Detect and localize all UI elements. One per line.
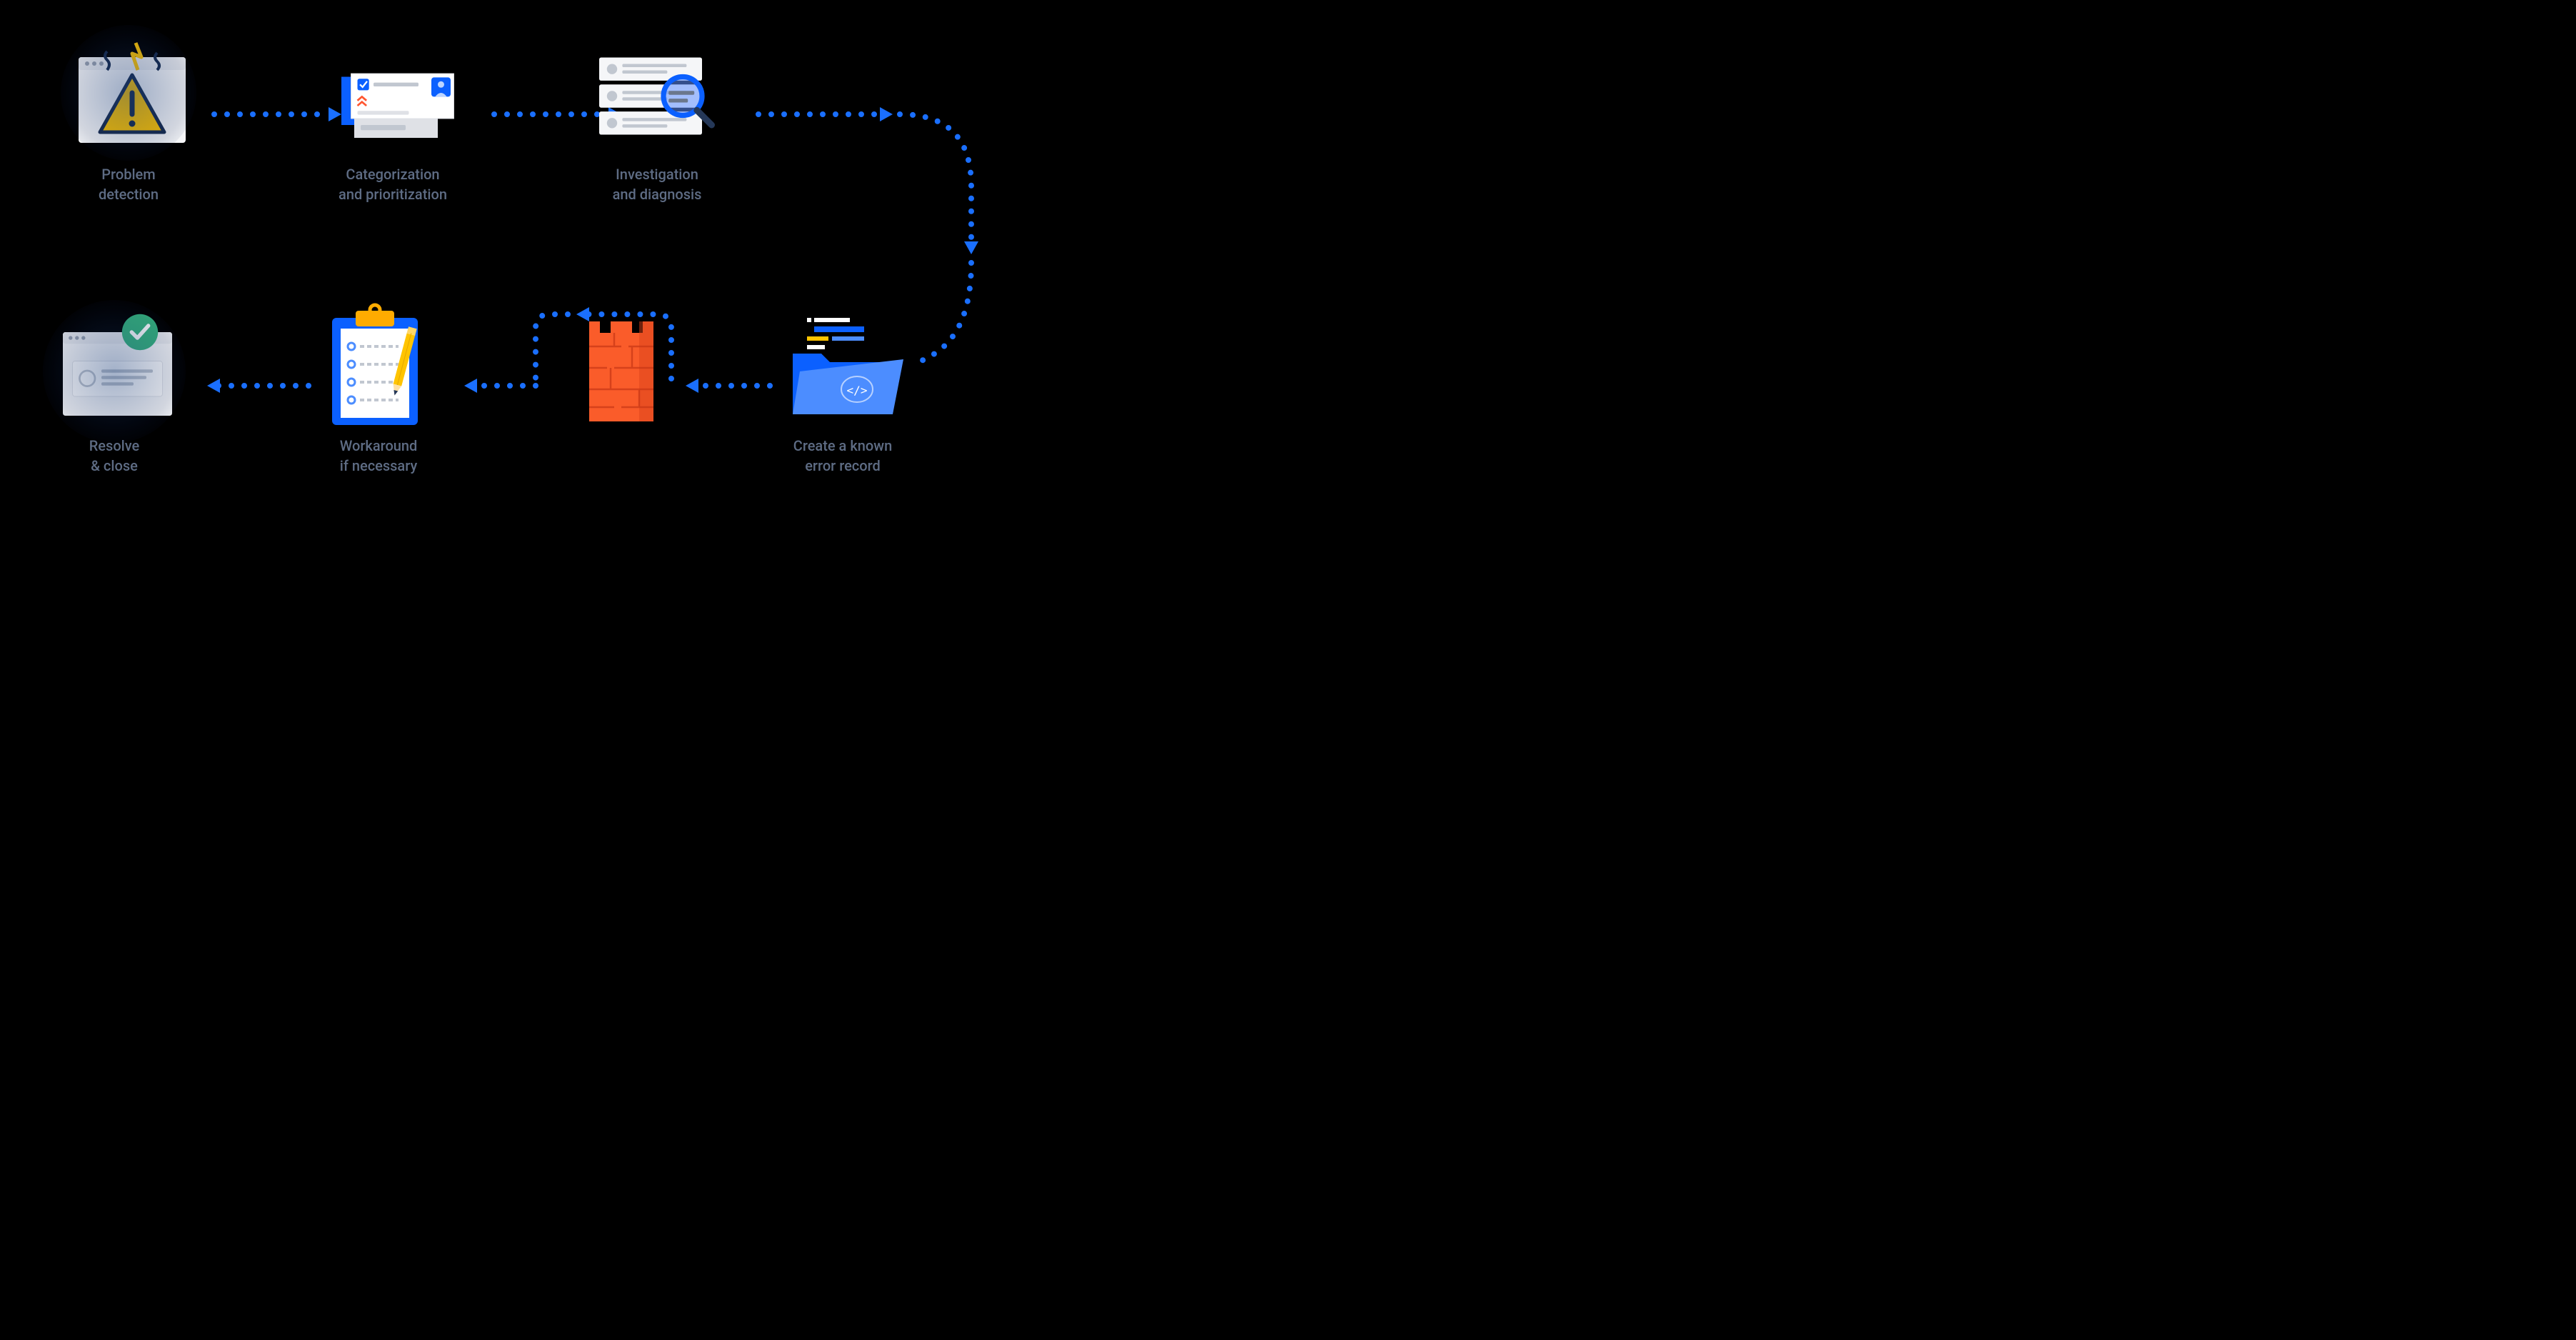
step-label-line: Problem (99, 164, 159, 184)
svg-text:</>: </> (847, 384, 868, 397)
step-investigation: Investigation and diagnosis (593, 36, 721, 204)
step-label-line: error record (793, 456, 892, 476)
clipboard-icon (314, 307, 443, 421)
step-label-line: detection (99, 184, 159, 204)
step-label-line: Workaround (340, 436, 418, 456)
card-stack-icon (329, 36, 457, 150)
step-label-line: if necessary (340, 456, 418, 476)
step-label-line: & close (89, 456, 140, 476)
step-label-line: and diagnosis (613, 184, 702, 204)
brick-wall-icon (557, 307, 686, 421)
step-wall (557, 307, 686, 421)
step-workaround: Workaround if necessary (314, 307, 443, 476)
step-categorization: Categorization and prioritization (329, 36, 457, 204)
success-window-icon (50, 307, 179, 421)
process-flowchart: Problem detection (0, 0, 1106, 576)
step-resolve: Resolve & close (50, 307, 179, 476)
step-label-line: Investigation (613, 164, 702, 184)
step-label-line: Categorization (339, 164, 447, 184)
code-folder-icon: </> (778, 307, 907, 421)
step-label-line: and prioritization (339, 184, 447, 204)
search-list-icon (593, 36, 721, 150)
step-problem-detection: Problem detection (64, 36, 193, 204)
step-label-line: Create a known (793, 436, 892, 456)
warning-window-icon (64, 36, 193, 150)
step-create-known-error: </> Create a known error record (778, 307, 907, 476)
